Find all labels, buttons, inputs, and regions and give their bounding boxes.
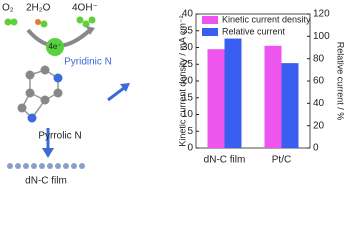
legend-swatch xyxy=(202,28,218,36)
legend-swatch xyxy=(202,16,218,24)
y-axis-label: Kinetic current density / mA cm⁻² xyxy=(177,15,187,146)
y2-axis-label: Relative current / % xyxy=(336,42,346,121)
y2-tick-label: 60 xyxy=(313,76,325,87)
y2-tick-label: 80 xyxy=(313,53,325,64)
y-tick-label: 35 xyxy=(182,25,194,36)
legend-label: Relative current xyxy=(222,26,286,36)
reactant-h2o: 2H₂O xyxy=(26,3,51,14)
y-tick-label: 40 xyxy=(182,9,194,20)
y-tick-label: 20 xyxy=(182,76,194,87)
y2-tick-label: 120 xyxy=(313,9,330,20)
bar xyxy=(264,45,282,149)
y-tick-label: 25 xyxy=(182,59,194,70)
y2-tick-label: 100 xyxy=(313,31,330,42)
bar xyxy=(281,63,299,149)
legend-label: Kinetic current density xyxy=(222,14,311,24)
pyrrolic-label: Pyrrolic N xyxy=(38,131,81,142)
schematic: O₂ 2H₂O 4OH⁻ 4e⁻ Pyridinic N Pyrrolic N … xyxy=(2,3,130,187)
y-tick-label: 0 xyxy=(187,143,193,154)
y-tick-label: 5 xyxy=(187,126,193,137)
y-tick-label: 15 xyxy=(182,92,194,103)
electrons: 4e⁻ xyxy=(48,42,61,51)
pyridinic-label: Pyridinic N xyxy=(64,57,112,68)
product: 4OH⁻ xyxy=(72,3,98,14)
y-tick-label: 30 xyxy=(182,42,194,53)
bar xyxy=(207,49,225,148)
x-tick-label: Pt/C xyxy=(272,155,291,166)
y2-tick-label: 20 xyxy=(313,120,325,131)
y-tick-label: 10 xyxy=(182,109,194,120)
figure: O₂ 2H₂O 4OH⁻ 4e⁻ Pyridinic N Pyrrolic N … xyxy=(2,3,346,187)
bar xyxy=(224,38,242,148)
reactant-o2: O₂ xyxy=(2,3,14,14)
film-label: dN-C film xyxy=(25,176,67,187)
y2-tick-label: 0 xyxy=(313,143,319,154)
x-tick-label: dN-C film xyxy=(204,155,246,166)
y2-tick-label: 40 xyxy=(313,98,325,109)
